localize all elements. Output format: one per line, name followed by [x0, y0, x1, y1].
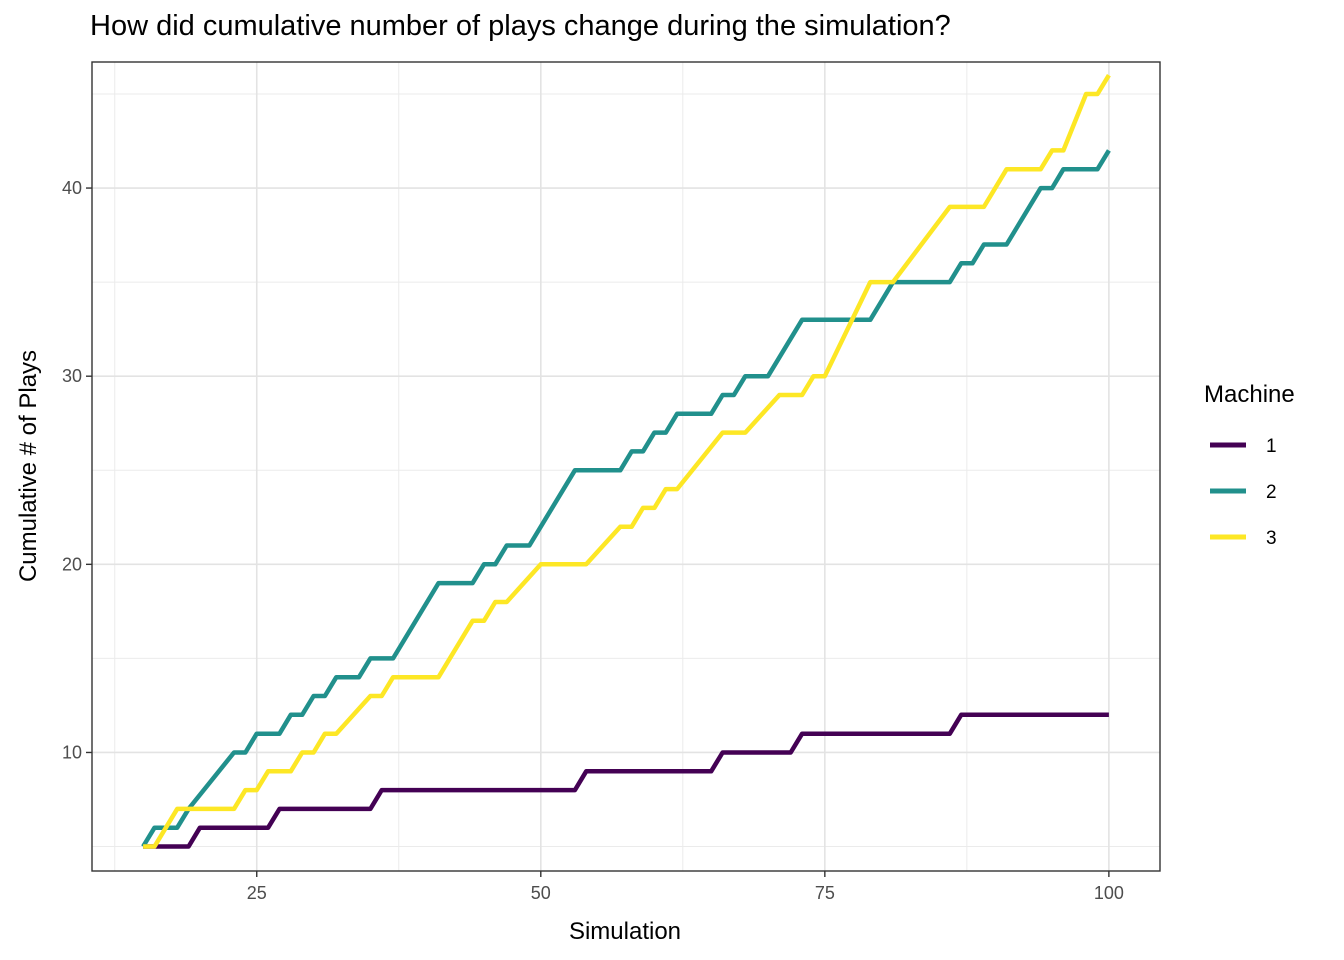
series-line-machine-3 [143, 74, 1111, 849]
x-tick-label: 75 [815, 883, 835, 903]
y-tick-label: 20 [62, 554, 82, 574]
y-axis-title: Cumulative # of Plays [15, 350, 42, 582]
chart-title: How did cumulative number of plays chang… [90, 10, 951, 42]
legend: Machine 1 2 3 [1204, 381, 1295, 549]
x-axis-title: Simulation [569, 918, 681, 945]
minor-gridlines [92, 62, 1160, 871]
plot-background [92, 62, 1160, 871]
legend-title: Machine [1204, 381, 1295, 408]
y-tick-label: 40 [62, 178, 82, 198]
x-tick-label: 100 [1094, 883, 1124, 903]
x-tick-label: 50 [531, 883, 551, 903]
legend-label-machine-1: 1 [1266, 436, 1277, 457]
series-layer [141, 74, 1111, 849]
legend-label-machine-3: 3 [1266, 528, 1277, 549]
series-line-machine-1 [143, 712, 1109, 849]
series-line-machine-2 [141, 149, 1111, 848]
plot-panel-border [91, 61, 1161, 872]
y-axis: 10 20 30 40 [62, 178, 92, 762]
legend-label-machine-2: 2 [1266, 482, 1277, 503]
x-tick-label: 25 [247, 883, 267, 903]
major-gridlines [92, 62, 1160, 871]
y-tick-label: 10 [62, 742, 82, 762]
y-tick-label: 30 [62, 366, 82, 386]
x-axis: 25 50 75 100 [247, 871, 1124, 903]
